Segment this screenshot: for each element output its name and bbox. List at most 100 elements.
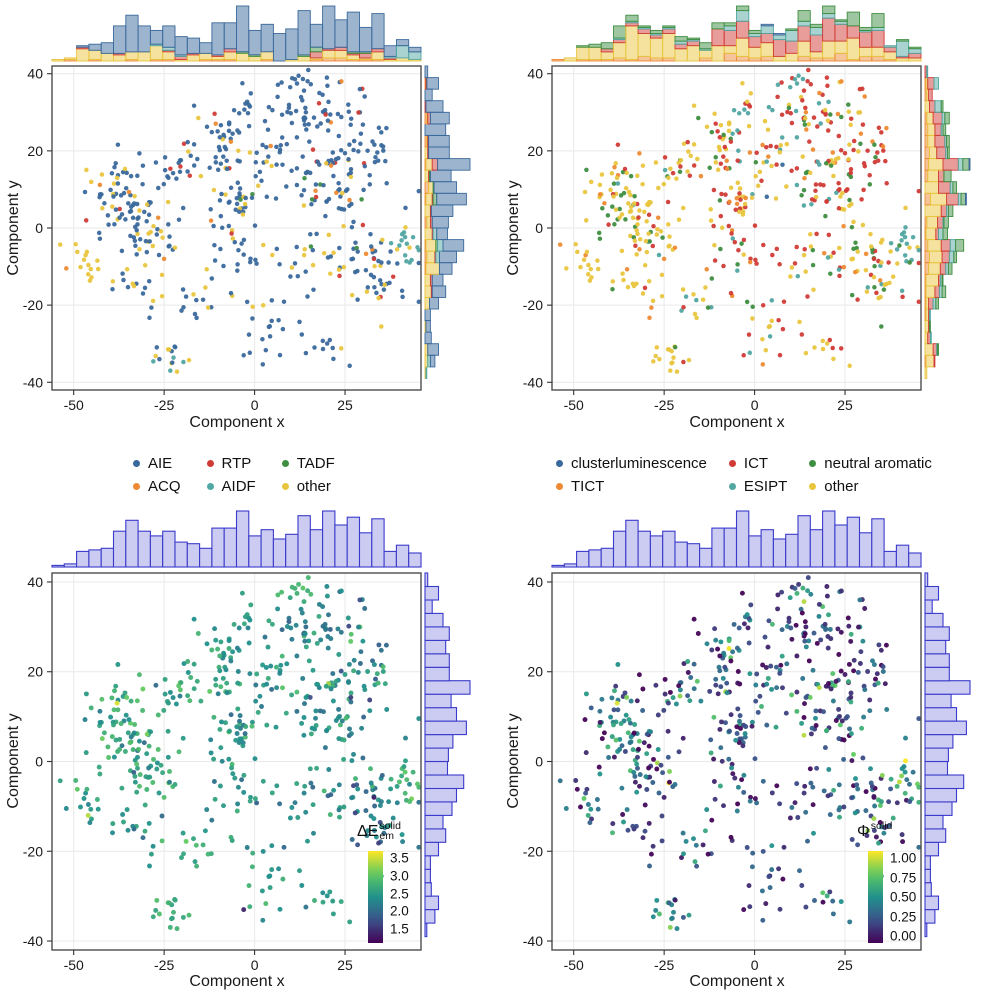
colorbar-title-sub: em: [379, 830, 394, 842]
colorbar-tick-labels: 1.00 0.75 0.50 0.25 0.00: [890, 851, 950, 944]
legend-label: ESIPT: [743, 478, 788, 495]
axis-ticks: -50 -25 0 25 40 20 0 -20 -40: [23, 574, 353, 973]
colorbar-delta-E-em-solid: ΔE solid em 3.5 3.0 2.5 2.0 1.5: [357, 820, 452, 958]
x-tick-label: -25: [654, 397, 674, 413]
legend-label: ICT: [743, 455, 769, 472]
legend-item-other: other: [281, 475, 335, 498]
x-axis-title: Component x: [689, 973, 785, 990]
y-tick-label: 40: [527, 66, 543, 82]
colorbar-tick: 0.00: [890, 928, 917, 944]
x-tick-label: -50: [564, 957, 584, 973]
legend-dot: [809, 483, 817, 490]
y-tick-label: -40: [23, 933, 43, 949]
axis-ticks: -50 -25 0 25 40 20 0 -20 -40: [523, 66, 853, 413]
legend-dot: [281, 460, 289, 467]
legend-label: TICT: [571, 478, 605, 495]
colorbar-title: ΔE solid em: [357, 820, 452, 847]
plot-panel: [51, 65, 422, 391]
axis-ticks: -50 -25 0 25 40 20 0 -20 -40: [523, 574, 853, 973]
y-axis-title: Component y: [505, 180, 522, 276]
x-tick-label: 0: [751, 957, 759, 973]
y-tick-label: -20: [23, 297, 43, 313]
legend-item-ict: ICT: [728, 452, 787, 475]
y-tick-label: 0: [35, 220, 43, 236]
legend-item-neutral-aromatic: neutral aromatic: [809, 452, 932, 475]
panel-bottom-right-canvas: -50 -25 0 25 40 20 0 -20 -40: [523, 510, 971, 973]
legend-dot: [133, 483, 140, 490]
legend-label: neutral aromatic: [824, 455, 932, 472]
legend-label: other: [296, 478, 331, 495]
y-tick-label: -20: [523, 843, 543, 859]
marginal-histogram-top: [551, 5, 922, 62]
legend-item-rtp: RTP: [206, 452, 256, 475]
colorbar-title: Φ solid: [857, 821, 952, 847]
colorbar-tick-labels: 3.5 3.0 2.5 2.0 1.5: [390, 851, 450, 943]
y-tick-label: -40: [523, 374, 543, 390]
x-tick-label: 25: [837, 397, 853, 413]
y-axis-title: Component y: [5, 713, 22, 809]
marginal-histogram-right: [424, 65, 471, 379]
y-tick-label: 0: [35, 754, 43, 770]
y-tick-label: 40: [27, 574, 43, 590]
legend-dot: [133, 460, 140, 467]
x-tick-label: -25: [154, 397, 174, 413]
y-tick-label: 20: [27, 143, 43, 159]
colorbar-tick: 0.25: [890, 909, 917, 924]
x-tick-label: -50: [564, 397, 584, 413]
x-axis-title: Component x: [189, 973, 285, 990]
scatter-points: [57, 67, 422, 374]
legend-dot: [809, 460, 817, 467]
axis-ticks: -50 -25 0 25 40 20 0 -20 -40: [23, 66, 353, 413]
colorbar-gradient: [868, 851, 883, 943]
y-tick-label: -20: [23, 843, 43, 859]
legend-item-tadf: TADF: [281, 452, 335, 475]
legend-dot: [206, 460, 214, 467]
legend-item-esipt: ESIPT: [728, 475, 788, 498]
legend-item-acq: ACQ: [133, 475, 181, 498]
colorbar-title-prefix: ΔE: [357, 823, 379, 840]
x-tick-label: 25: [337, 957, 353, 973]
legend-label: ACQ: [148, 478, 181, 495]
x-axis-title: Component x: [189, 414, 285, 431]
colorbar-tick: 0.50: [890, 889, 917, 905]
x-tick-label: 25: [337, 397, 353, 413]
legend-dot: [206, 483, 214, 490]
y-tick-label: 40: [27, 66, 43, 82]
colorbar-tick: 1.5: [390, 921, 409, 937]
x-tick-label: 0: [751, 397, 759, 413]
legend-item-aidf: AIDF: [206, 475, 256, 498]
x-axis-title: Component x: [689, 414, 785, 431]
colorbar-title-sup: solid: [379, 820, 401, 832]
colorbar-title-prefix: Φ: [857, 823, 870, 840]
y-tick-label: -40: [523, 933, 543, 949]
colorbar-phi-solid: Φ solid 1.00 0.75 0.50 0.25 0.00: [857, 821, 952, 958]
y-axis-title: Component y: [5, 180, 22, 276]
panel-top-left-canvas: -50 -25 0 25 40 20 0 -20 -40: [23, 5, 471, 413]
y-tick-label: -40: [23, 374, 43, 390]
colorbar-tick: 0.75: [890, 870, 917, 885]
y-tick-label: 0: [535, 220, 543, 236]
legend-label: TADF: [296, 455, 335, 472]
legend-dot: [556, 483, 563, 490]
legend-photophysics-class: AIE ACQ RTP AIDF TADF other: [133, 452, 335, 498]
colorbar-gradient: [368, 851, 383, 943]
plot-panel: [51, 572, 422, 951]
y-tick-label: 0: [535, 754, 543, 770]
marginal-histogram-top: [51, 510, 422, 568]
scatter-points: [557, 575, 922, 932]
gridlines: [52, 573, 421, 950]
legend-item-tict: TICT: [556, 475, 707, 498]
legend-label: RTP: [221, 455, 252, 472]
scatter-points: [557, 67, 922, 374]
x-tick-label: 25: [837, 957, 853, 973]
y-tick-label: 40: [527, 574, 543, 590]
legend-dot: [728, 483, 736, 490]
legend-mechanism-class: clusterluminescence TICT ICT ESIPT neutral a…: [556, 452, 932, 498]
y-tick-label: 20: [527, 664, 543, 680]
x-tick-label: -25: [154, 957, 174, 973]
x-tick-label: 0: [251, 397, 259, 413]
y-tick-label: -20: [523, 297, 543, 313]
marginal-histogram-right: [924, 572, 971, 938]
scatter-points: [57, 575, 422, 932]
